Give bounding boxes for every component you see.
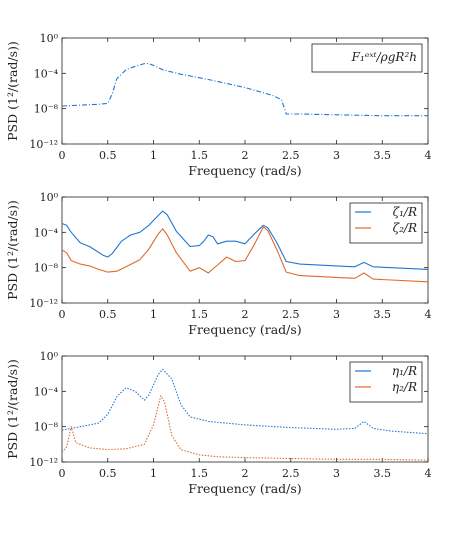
series-line-2 bbox=[61, 395, 429, 461]
x-tick-label: 3 bbox=[333, 467, 340, 480]
x-tick-label: 1.5 bbox=[191, 149, 209, 162]
x-tick-label: 1.5 bbox=[191, 467, 209, 480]
x-tick-label: 0 bbox=[59, 467, 66, 480]
x-tick-label: 4 bbox=[425, 149, 432, 162]
x-tick-label: 0 bbox=[59, 149, 66, 162]
y-tick-label: 10⁰ bbox=[40, 32, 59, 45]
y-tick-label: 10⁰ bbox=[40, 191, 59, 204]
psd-panel-zeta: 0 0.5 1 1.5 2 2.5 3 3.5 4 10⁰ 10⁻⁴ 10⁻⁸ 10⁻¹² Frequen… bbox=[5, 191, 432, 337]
legend-box bbox=[349, 361, 423, 403]
x-tick-label: 3 bbox=[333, 149, 340, 162]
y-tick-label: 10⁻⁴ bbox=[34, 67, 59, 80]
y-tick-label: 10⁻¹² bbox=[29, 297, 58, 310]
legend-label: η₂/R bbox=[392, 380, 417, 394]
x-tick-label: 0 bbox=[59, 308, 66, 321]
psd-panel-eta: 0 0.5 1 1.5 2 2.5 3 3.5 4 10⁰ 10⁻⁴ 10⁻⁸ 10⁻¹² Frequen… bbox=[5, 350, 432, 496]
x-tick-label: 3.5 bbox=[374, 149, 392, 162]
x-tick-label: 2.5 bbox=[282, 308, 300, 321]
y-axis-label: PSD (1²/(rad/s)) bbox=[5, 200, 20, 300]
y-tick-label: 10⁻⁴ bbox=[34, 385, 59, 398]
y-tick-label: 10⁻¹² bbox=[29, 138, 58, 151]
legend-label: η₁/R bbox=[392, 364, 417, 378]
x-tick-label: 2 bbox=[242, 149, 249, 162]
y-tick-label: 10⁻⁸ bbox=[34, 262, 59, 275]
x-tick-label: 0.5 bbox=[99, 308, 117, 321]
x-tick-label: 4 bbox=[425, 308, 432, 321]
x-tick-label: 1 bbox=[150, 308, 157, 321]
legend-label: ζ₂/R bbox=[393, 221, 417, 235]
legend-box bbox=[349, 202, 423, 244]
series-line-2 bbox=[61, 226, 429, 283]
y-axis-label: PSD (1²/(rad/s)) bbox=[5, 41, 20, 141]
x-tick-label: 3.5 bbox=[374, 467, 392, 480]
legend-label: F₁ᵉˣᵗ/ρgR²h bbox=[351, 50, 417, 64]
y-tick-label: 10⁻⁴ bbox=[34, 226, 59, 239]
psd-panel-force: 0 0.5 1 1.5 2 2.5 3 3.5 4 10⁰ 10⁻⁴ 10⁻⁸ 10⁻¹² Frequen… bbox=[5, 32, 432, 178]
y-tick-label: 10⁻¹² bbox=[29, 456, 58, 469]
y-tick-label: 10⁰ bbox=[40, 350, 59, 363]
x-tick-label: 3 bbox=[333, 308, 340, 321]
x-tick-label: 0.5 bbox=[99, 149, 117, 162]
y-axis-label: PSD (1²/(rad/s)) bbox=[5, 359, 20, 459]
x-tick-label: 3.5 bbox=[374, 308, 392, 321]
y-tick-label: 10⁻⁸ bbox=[34, 421, 59, 434]
x-axis-label: Frequency (rad/s) bbox=[188, 163, 301, 178]
x-tick-label: 2.5 bbox=[282, 467, 300, 480]
x-tick-label: 4 bbox=[425, 467, 432, 480]
y-tick-label: 10⁻⁸ bbox=[34, 103, 59, 116]
series-line-1 bbox=[61, 368, 429, 435]
legend-label: ζ₁/R bbox=[393, 205, 417, 219]
series-line-1 bbox=[61, 210, 429, 270]
x-tick-label: 1 bbox=[150, 467, 157, 480]
x-tick-label: 1 bbox=[150, 149, 157, 162]
x-tick-label: 1.5 bbox=[191, 308, 209, 321]
x-axis-label: Frequency (rad/s) bbox=[188, 322, 301, 337]
x-tick-label: 0.5 bbox=[99, 467, 117, 480]
legend-box bbox=[311, 43, 423, 73]
x-tick-label: 2.5 bbox=[282, 149, 300, 162]
series-line-1 bbox=[61, 63, 428, 117]
x-tick-label: 2 bbox=[242, 467, 249, 480]
x-tick-label: 2 bbox=[242, 308, 249, 321]
x-axis-label: Frequency (rad/s) bbox=[188, 481, 301, 496]
